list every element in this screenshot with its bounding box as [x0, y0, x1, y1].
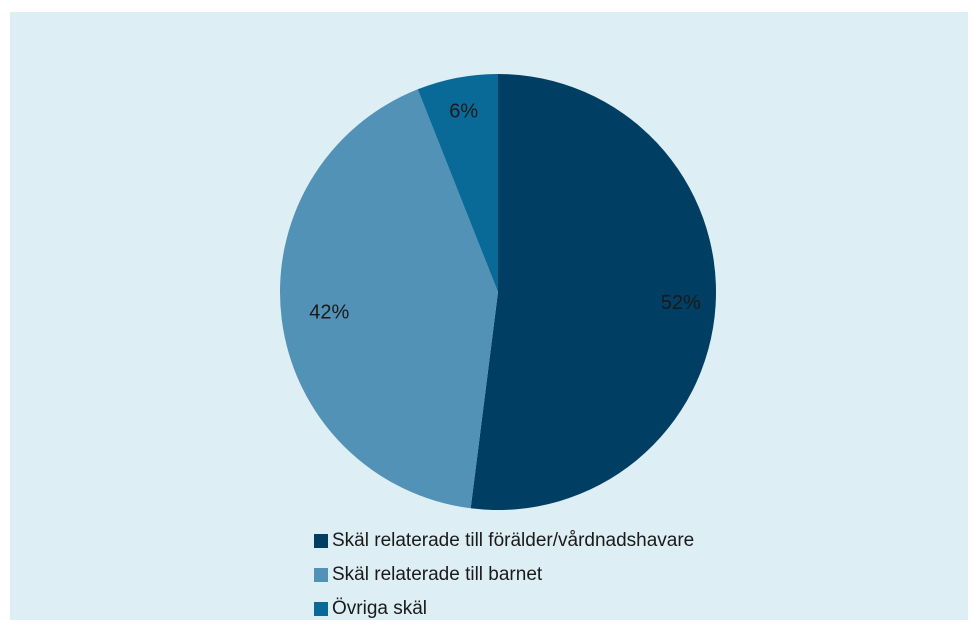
legend-label: Skäl relaterade till barnet	[332, 564, 543, 585]
pie-slice	[470, 74, 716, 511]
pie-slice	[417, 74, 498, 292]
legend-item: Skäl relaterade till förälder/vårdnadsha…	[314, 524, 694, 558]
pie-slice	[279, 89, 498, 509]
slice-value-label: 6%	[449, 100, 478, 122]
legend-item: Skäl relaterade till barnet	[314, 558, 694, 592]
slice-value-label: 52%	[661, 292, 701, 314]
legend-label: Skäl relaterade till förälder/vårdnadsha…	[332, 530, 695, 551]
legend: Skäl relaterade till förälder/vårdnadsha…	[314, 524, 694, 626]
legend-label: Övriga skäl	[332, 598, 428, 619]
legend-swatch	[314, 568, 328, 582]
legend-item: Övriga skäl	[314, 592, 694, 626]
slice-value-label: 42%	[309, 302, 349, 324]
chart-panel: 52% 42% 6% Skäl relaterade till förälder/v…	[10, 12, 968, 620]
pie-chart: 52% 42% 6%	[279, 74, 716, 511]
legend-swatch	[314, 534, 328, 548]
legend-swatch	[314, 602, 328, 616]
